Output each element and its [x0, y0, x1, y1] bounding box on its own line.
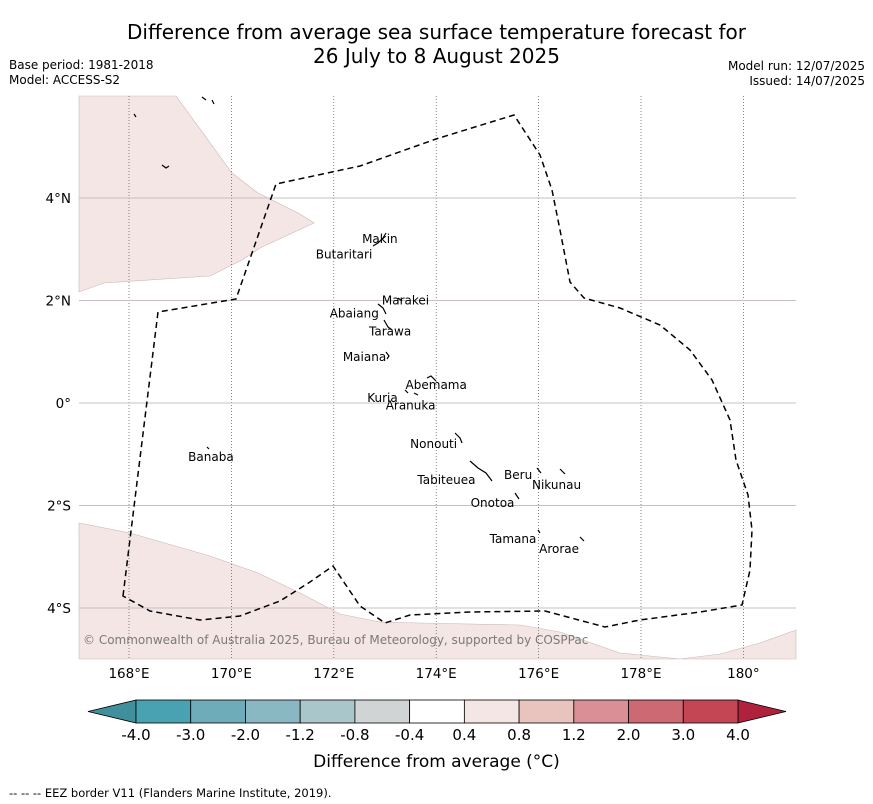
base-period: Base period: 1981-2018	[9, 58, 154, 72]
island-label: Makin	[362, 232, 398, 246]
colorbar-tick-label: 4.0	[726, 726, 750, 744]
island-label: Tabiteuea	[416, 473, 475, 487]
island-label: Nikunau	[532, 478, 581, 492]
colorbar-segment	[299, 699, 356, 724]
island-label: Onotoa	[471, 496, 515, 510]
axis-ticks: 168°E 170°E 172°E 174°E 176°E 178°E 180° 4°N 2°N…	[46, 191, 760, 682]
colorbar-tick-label: 0.8	[507, 726, 531, 744]
issued-date: Issued: 14/07/2025	[749, 74, 865, 88]
colorbar-segment	[135, 699, 192, 724]
island-shape-arorae	[579, 536, 585, 542]
island-shape-maiana	[385, 351, 390, 360]
meta-left: Base period: 1981-2018 Model: ACCESS-S2	[9, 58, 154, 88]
island-label: Kuria	[367, 391, 398, 405]
anomaly-region-south	[78, 522, 797, 660]
colorbar-tick-label: -4.0	[121, 726, 150, 744]
eez-border	[122, 114, 753, 628]
colorbar-tick-label: 2.0	[617, 726, 641, 744]
island-shape-kuria	[404, 389, 409, 394]
eez-footnote: -- -- -- EEZ border V11 (Flanders Marine…	[9, 786, 332, 800]
island-label: Beru	[504, 468, 532, 482]
colorbar-segment	[463, 699, 520, 724]
y-tick-label: 4°N	[46, 191, 71, 207]
island-label: Marakei	[382, 294, 429, 308]
copyright-notice: © Commonwealth of Australia 2025, Bureau…	[83, 633, 588, 647]
x-tick-label: 168°E	[108, 666, 149, 682]
map-title: Difference from average sea surface temp…	[0, 20, 873, 68]
island-label: Maiana	[343, 350, 386, 364]
anomaly-region-north	[78, 95, 315, 293]
colorbar-segment	[190, 699, 246, 724]
island-shape-north-3	[161, 164, 170, 169]
colorbar: -4.0 -3.0 -2.0 -1.2 -0.8 -0.4 0.4 0.8 1.2 2.0 3.0 4…	[87, 699, 787, 744]
colorbar-segment	[573, 699, 629, 724]
island-label: Tamana	[489, 532, 537, 546]
y-tick-label: 2°S	[47, 499, 71, 515]
colorbar-tick-label: 1.2	[562, 726, 586, 744]
y-tick-label: 2°N	[46, 294, 71, 310]
x-tick-label: 172°E	[313, 666, 354, 682]
colorbar-tick-label: -0.4	[395, 726, 424, 744]
y-tick-label: 4°S	[47, 601, 71, 617]
island-shape-butaritari	[372, 232, 387, 247]
colorbar-segment	[354, 699, 411, 724]
x-tick-label: 180°	[727, 666, 760, 682]
colorbar-under-arrow	[87, 699, 137, 724]
island-shape-marakei	[397, 297, 403, 302]
island-shape-banaba	[206, 446, 210, 450]
x-tick-label: 174°E	[416, 666, 457, 682]
colorbar-tick-label: 3.0	[671, 726, 695, 744]
meta-right: Model run: 12/07/2025 Issued: 14/07/2025	[728, 59, 865, 89]
island-shape-aranuka	[413, 392, 419, 396]
island-shape-onotoa	[514, 492, 520, 500]
colorbar-segment	[518, 699, 575, 724]
colorbar-tick-label: 0.4	[452, 726, 476, 744]
island-shape-tamana	[537, 529, 541, 534]
colorbar-segment	[245, 699, 301, 724]
x-tick-label: 170°E	[211, 666, 252, 682]
island-label: Nonouti	[410, 437, 457, 451]
gridlines	[79, 96, 796, 659]
colorbar-segment	[409, 699, 465, 724]
island-shape-tabiteuea	[469, 460, 493, 482]
island-shapes	[133, 96, 585, 542]
island-shape-tarawa	[383, 319, 393, 331]
island-shape-nonouti	[454, 432, 463, 444]
colorbar-label: Difference from average (°C)	[313, 752, 560, 772]
island-shape-north-2	[133, 113, 137, 118]
colorbar-segment	[682, 699, 739, 724]
colorbar-tick-label: -3.0	[176, 726, 205, 744]
model-name: Model: ACCESS-S2	[9, 73, 121, 87]
y-tick-label: 0°	[56, 396, 71, 412]
island-shape-nikunau	[559, 468, 566, 475]
island-shape-abaiang	[377, 303, 387, 315]
colorbar-segment	[628, 699, 684, 724]
colorbar-tick-label: -2.0	[231, 726, 260, 744]
colorbar-over-arrow	[737, 699, 787, 724]
title-line-1: Difference from average sea surface temp…	[126, 20, 746, 44]
colorbar-tick-label: -0.8	[340, 726, 369, 744]
island-shape-abemama	[426, 375, 437, 382]
island-label: Arorae	[539, 542, 579, 556]
colorbar-tick-label: -1.2	[286, 726, 315, 744]
title-line-2: 26 July to 8 August 2025	[313, 44, 560, 68]
island-label: Aranuka	[386, 399, 436, 413]
x-tick-label: 176°E	[518, 666, 559, 682]
island-label: Banaba	[188, 450, 234, 464]
island-label: Abemama	[406, 378, 467, 392]
island-label: Tarawa	[368, 324, 411, 338]
model-run: Model run: 12/07/2025	[727, 59, 865, 73]
island-shape-north-1	[201, 96, 215, 105]
island-label: Abaiang	[330, 306, 379, 320]
island-shape-beru	[536, 467, 542, 474]
x-tick-label: 178°E	[620, 666, 661, 682]
island-label: Butaritari	[316, 247, 373, 261]
